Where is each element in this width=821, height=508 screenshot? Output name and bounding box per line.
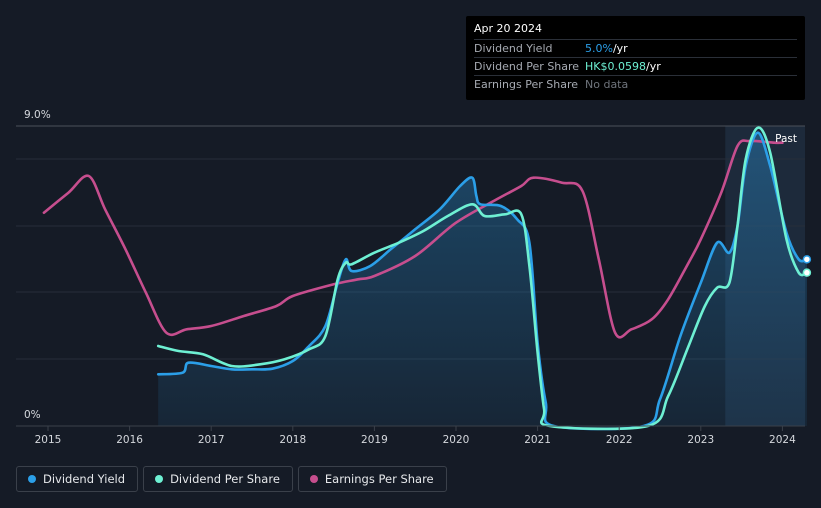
tooltip-label: Earnings Per Share: [474, 78, 579, 91]
tooltip-row-dividend-yield: Dividend Yield 5.0% /yr: [474, 39, 797, 57]
past-label: Past: [775, 133, 797, 145]
series-line-dividend-yield: [156, 131, 809, 431]
x-tick-label: 2015: [35, 434, 62, 446]
legend-label: Dividend Per Share: [170, 472, 280, 486]
tooltip-label: Dividend Yield: [474, 42, 553, 55]
legend-dot-icon: [155, 475, 164, 483]
legend-item-dividend-yield[interactable]: Dividend Yield: [16, 466, 139, 492]
x-tick-label: 2018: [279, 434, 306, 446]
x-tick-label: 2021: [524, 434, 551, 446]
x-tick-label: 2020: [443, 434, 470, 446]
series-line-dividend-per-share: [156, 126, 809, 431]
tooltip-row-earnings-per-share: Earnings Per Share No data: [474, 75, 797, 93]
tooltip-value: HK$0.0598: [585, 60, 646, 73]
tooltip: Apr 20 2024 Dividend Yield 5.0% /yr Divi…: [466, 16, 805, 100]
tooltip-date: Apr 20 2024: [474, 22, 543, 35]
legend-label: Earnings Per Share: [324, 472, 434, 486]
series-layer: [42, 126, 812, 431]
legend-item-dividend-per-share[interactable]: Dividend Per Share: [143, 466, 293, 492]
tooltip-label: Dividend Per Share: [474, 60, 580, 73]
y-tick-label-top: 9.0%: [24, 109, 51, 121]
y-tick-label-bottom: 0%: [24, 409, 41, 421]
legend: Dividend Yield Dividend Per Share Earnin…: [16, 466, 447, 492]
x-tick-label: 2019: [361, 434, 388, 446]
series-end-marker: [802, 268, 812, 277]
tooltip-value: 5.0%: [585, 42, 613, 55]
x-tick-label: 2023: [687, 434, 714, 446]
x-tick-label: 2024: [769, 434, 796, 446]
tooltip-unit: /yr: [645, 60, 661, 73]
x-tick-label: 2022: [606, 434, 633, 446]
legend-dot-icon: [28, 475, 36, 483]
tooltip-value: No data: [585, 78, 629, 91]
legend-dot-icon: [309, 475, 318, 483]
series-area-dividend-yield: [158, 132, 807, 430]
x-axis-ticks: 2015 2016 2017 2018 2019 2020 2021 2022 2023 2024: [35, 426, 796, 446]
legend-item-earnings-per-share[interactable]: Earnings Per Share: [297, 466, 447, 492]
tooltip-row-dividend-per-share: Dividend Per Share HK$0.0598 /yr: [474, 57, 797, 75]
x-tick-label: 2016: [116, 434, 143, 446]
tooltip-unit: /yr: [612, 42, 628, 55]
series-end-marker: [802, 255, 812, 264]
x-tick-label: 2017: [198, 434, 225, 446]
series-line-earnings-per-share: [42, 139, 784, 339]
legend-label: Dividend Yield: [43, 472, 126, 486]
